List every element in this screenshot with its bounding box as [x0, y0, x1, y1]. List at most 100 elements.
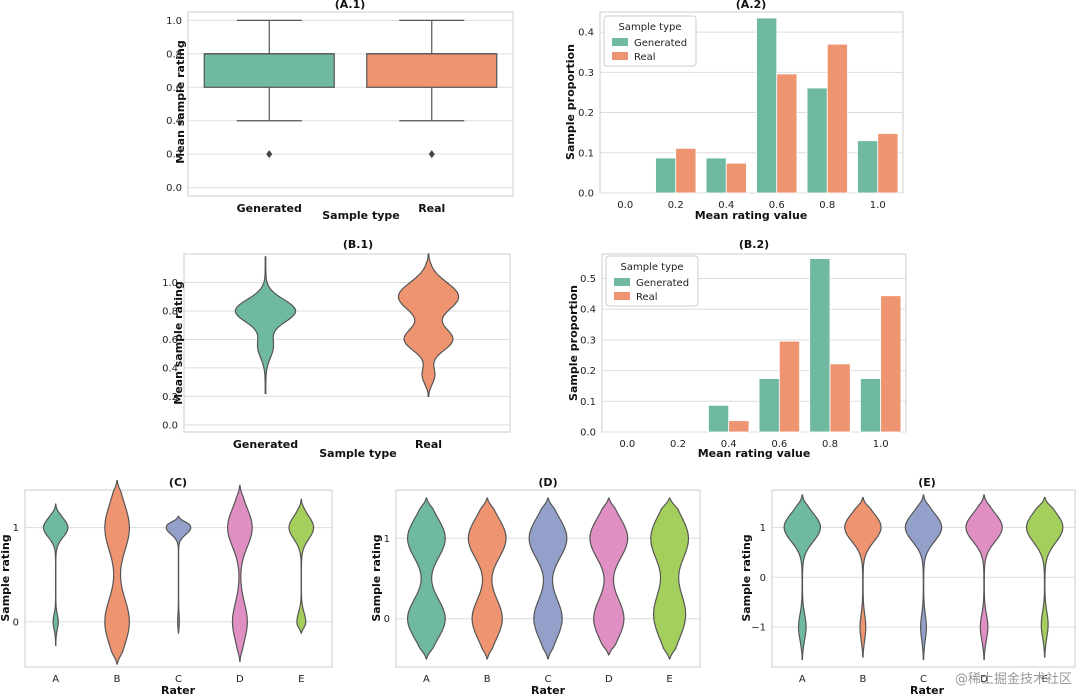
panel-a2-title: (A.2)	[736, 0, 767, 11]
a1-outlier	[266, 150, 273, 159]
c-violin	[288, 498, 315, 634]
panel-b1-ylabel: Mean sample rating	[172, 281, 185, 404]
b2-bar	[860, 378, 882, 433]
panel-d-xlabel: Rater	[531, 684, 566, 696]
c-violin	[104, 479, 130, 665]
b2-ytick-label: 0.3	[580, 335, 596, 346]
a2-ytick-label: 0.3	[578, 68, 594, 79]
a1-ytick-label: 0.6	[166, 83, 182, 94]
e-violin	[1025, 496, 1064, 658]
panel-e: (E) Rater Sample rating −1 0 1 A B C D E	[740, 476, 1076, 696]
b2-ytick-label: 0.5	[580, 274, 596, 285]
a2-legend-swatch	[612, 38, 628, 46]
a2-xtick-label: 0.2	[668, 200, 684, 211]
a2-legend-title: Sample type	[618, 22, 681, 33]
panel-d: (D) Rater Sample rating 0 1 A B C D E	[370, 476, 701, 696]
a2-ytick-label: 0.1	[578, 148, 594, 159]
b2-ytick-label: 0.4	[580, 305, 596, 316]
panel-e-title: (E)	[918, 476, 936, 489]
b2-bar	[708, 404, 730, 433]
e-ytick-label: −1	[751, 623, 766, 634]
panel-b2-xlabel: Mean rating value	[698, 447, 811, 460]
e-xtick-label: A	[799, 674, 806, 685]
a2-bar	[776, 73, 798, 194]
panel-a2: (A.2) Mean rating value Sample proportio…	[564, 0, 904, 222]
e-xtick-label: C	[920, 674, 927, 685]
c-ytick-label: 0	[13, 617, 19, 628]
e-violin	[904, 494, 943, 661]
panel-a1-ylabel: Mean sample rating	[174, 40, 187, 163]
e-xtick-label: E	[1042, 674, 1048, 685]
d-violin	[650, 497, 690, 660]
b2-legend-label: Real	[636, 292, 658, 303]
panel-a1-title: (A.1)	[335, 0, 366, 11]
b2-legend-swatch	[614, 278, 630, 286]
a2-bar	[877, 133, 899, 194]
c-xtick-label: B	[114, 674, 121, 685]
panel-c-title: (C)	[169, 476, 187, 489]
b2-ytick-label: 0.2	[580, 366, 596, 377]
d-xtick-label: C	[545, 674, 552, 685]
c-violin	[227, 484, 253, 662]
panel-a1-frame	[187, 11, 514, 197]
a2-ytick-label: 0.0	[578, 189, 594, 200]
e-violin	[965, 494, 1003, 661]
a2-legend-label: Generated	[634, 38, 687, 49]
b2-bar	[728, 420, 750, 433]
b1-ytick-label: 0.8	[162, 306, 178, 317]
panel-b2-title: (B.2)	[739, 238, 769, 251]
panel-c-ylabel: Sample rating	[0, 534, 12, 621]
a1-ytick-label: 0.8	[166, 49, 182, 60]
a1-xtick-label: Generated	[237, 202, 302, 215]
panel-c: (C) Rater Sample rating 0 1 A B C D E	[0, 476, 333, 696]
panel-a2-xlabel: Mean rating value	[695, 209, 808, 222]
a1-ytick-label: 0.2	[166, 150, 182, 161]
panel-d-ylabel: Sample rating	[370, 534, 383, 621]
a1-box	[203, 53, 335, 88]
c-xtick-label: D	[236, 674, 244, 685]
b2-legend-title: Sample type	[620, 262, 683, 273]
d-xtick-label: E	[666, 674, 672, 685]
b2-bar	[778, 340, 800, 433]
b2-xtick-label: 0.0	[619, 439, 635, 450]
b2-xtick-label: 0.4	[721, 439, 737, 450]
c-xtick-label: C	[175, 674, 182, 685]
a2-bar	[725, 162, 747, 194]
a1-ytick-label: 1.0	[166, 16, 182, 27]
a2-xtick-label: 0.8	[819, 200, 835, 211]
panel-a1-xlabel: Sample type	[322, 209, 400, 222]
e-violin	[783, 494, 822, 661]
d-violin	[406, 497, 446, 660]
c-violin	[42, 503, 69, 646]
b1-violin	[234, 256, 297, 395]
panel-b1-xlabel: Sample type	[319, 447, 397, 460]
d-violin	[589, 497, 629, 656]
panel-b1-frame	[183, 253, 511, 433]
c-violin	[165, 515, 192, 634]
b1-ytick-label: 0.0	[162, 420, 178, 431]
a2-bar	[806, 87, 828, 194]
d-xtick-label: A	[423, 674, 430, 685]
a2-xtick-label: 0.4	[718, 200, 734, 211]
d-ytick-label: 1	[384, 534, 390, 545]
b2-bar	[809, 258, 831, 433]
b2-bar	[758, 378, 780, 433]
a1-box	[366, 53, 498, 88]
panel-d-title: (D)	[538, 476, 557, 489]
d-xtick-label: B	[484, 674, 491, 685]
a2-bar	[857, 140, 879, 194]
b1-ytick-label: 1.0	[162, 278, 178, 289]
a1-ytick-label: 0.0	[166, 183, 182, 194]
panel-b1-title: (B.1)	[343, 238, 373, 251]
a2-bar	[675, 147, 697, 194]
b2-xtick-label: 0.2	[670, 439, 686, 450]
d-xtick-label: D	[605, 674, 613, 685]
panel-b2-ylabel: Sample proportion	[567, 285, 580, 401]
a1-ytick-label: 0.4	[166, 116, 182, 127]
d-violin	[467, 497, 507, 660]
b1-ytick-label: 0.4	[162, 363, 178, 374]
a2-bar	[655, 157, 677, 194]
d-violin	[528, 497, 568, 660]
c-xtick-label: E	[298, 674, 304, 685]
